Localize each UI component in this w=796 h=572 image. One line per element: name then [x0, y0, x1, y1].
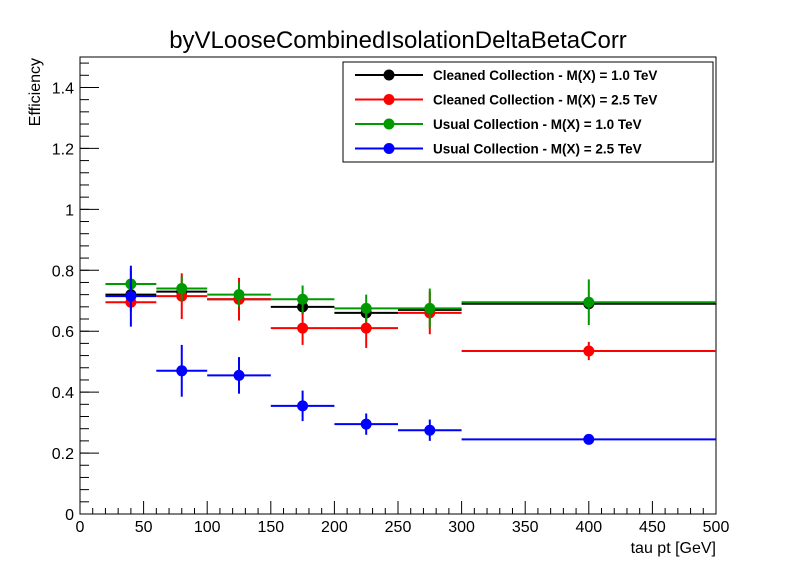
data-point	[207, 282, 271, 307]
legend-box	[342, 61, 714, 163]
data-point	[156, 344, 208, 397]
y-tick-label: 0	[65, 507, 74, 524]
legend-entry: Cleaned Collection - M(X) = 2.5 TeV	[355, 93, 657, 108]
data-marker	[297, 322, 309, 334]
legend-label: Cleaned Collection - M(X) = 1.0 TeV	[433, 68, 657, 83]
y-axis-label: Efficiency	[27, 58, 44, 126]
x-tick-label: 50	[135, 519, 153, 536]
legend: Cleaned Collection - M(X) = 1.0 TeV Clean…	[342, 61, 714, 163]
x-tick-label: 350	[512, 519, 539, 536]
data-point	[461, 341, 716, 361]
data-marker	[233, 369, 245, 381]
data-point	[270, 285, 335, 313]
series-4	[105, 265, 716, 445]
x-axis-label: tau pt [GeV]	[631, 540, 716, 557]
x-tick-label: 450	[639, 519, 666, 536]
data-marker	[125, 290, 137, 302]
x-tick-label: 0	[76, 519, 85, 536]
legend-marker	[383, 94, 395, 105]
data-point	[156, 276, 208, 301]
legend-marker	[383, 69, 395, 81]
data-point	[334, 294, 398, 323]
x-tick-label: 400	[575, 519, 602, 536]
y-tick-label: 1	[65, 202, 74, 219]
y-tick-label: 0.2	[52, 446, 74, 463]
data-point	[398, 288, 462, 329]
data-marker	[360, 418, 372, 430]
x-tick-label: 100	[194, 519, 221, 536]
plot-area: 0 50 100 150 200 250 300 350 400 450 500 0 0.2 0.4 0.6…	[52, 56, 730, 536]
data-marker	[583, 296, 595, 308]
x-tick-label: 200	[321, 519, 348, 536]
legend-label: Usual Collection - M(X) = 2.5 TeV	[433, 142, 642, 157]
data-point	[398, 419, 462, 441]
y-tick-label: 1.4	[52, 80, 74, 97]
y-tick-label: 1.2	[52, 141, 74, 158]
data-marker	[233, 289, 245, 301]
data-point	[461, 433, 716, 445]
y-tick-label: 0.8	[52, 263, 74, 280]
legend-label: Cleaned Collection - M(X) = 2.5 TeV	[433, 93, 657, 108]
data-marker	[424, 302, 436, 314]
legend-label: Usual Collection - M(X) = 1.0 TeV	[433, 117, 642, 132]
y-tick-label: 0.4	[52, 385, 74, 402]
data-point	[270, 390, 335, 422]
y-tick-label: 0.6	[52, 324, 74, 341]
data-point	[105, 265, 157, 327]
legend-entry: Usual Collection - M(X) = 1.0 TeV	[355, 117, 642, 132]
data-marker	[297, 400, 309, 412]
data-point	[334, 413, 398, 435]
legend-entry: Cleaned Collection - M(X) = 1.0 TeV	[355, 68, 657, 83]
data-marker	[360, 302, 372, 314]
data-point	[334, 308, 398, 348]
legend-entry: Usual Collection - M(X) = 2.5 TeV	[355, 142, 642, 157]
x-tick-label: 150	[257, 519, 284, 536]
legend-marker	[383, 143, 395, 154]
series-2	[105, 273, 716, 361]
series-3	[105, 268, 716, 329]
legend-marker	[383, 118, 395, 130]
data-marker	[583, 433, 595, 445]
data-marker	[360, 322, 372, 334]
x-tick-label: 500	[703, 519, 730, 536]
data-marker	[176, 283, 188, 295]
data-point	[270, 311, 335, 345]
x-tick-label: 300	[448, 519, 475, 536]
x-tick-label: 250	[385, 519, 412, 536]
chart-title: byVLooseCombinedIsolationDeltaBetaCorr	[169, 27, 627, 54]
data-point	[207, 357, 271, 394]
data-point	[461, 279, 716, 326]
data-marker	[297, 293, 309, 305]
data-marker	[424, 424, 436, 436]
data-marker	[583, 345, 595, 357]
data-marker	[176, 365, 188, 377]
